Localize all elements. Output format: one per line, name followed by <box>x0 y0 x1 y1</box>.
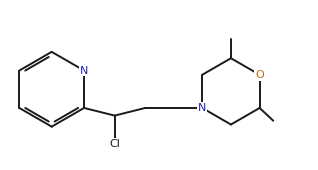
Text: N: N <box>80 66 88 75</box>
Text: N: N <box>198 103 206 113</box>
Text: O: O <box>255 70 264 80</box>
Text: Cl: Cl <box>109 139 120 149</box>
